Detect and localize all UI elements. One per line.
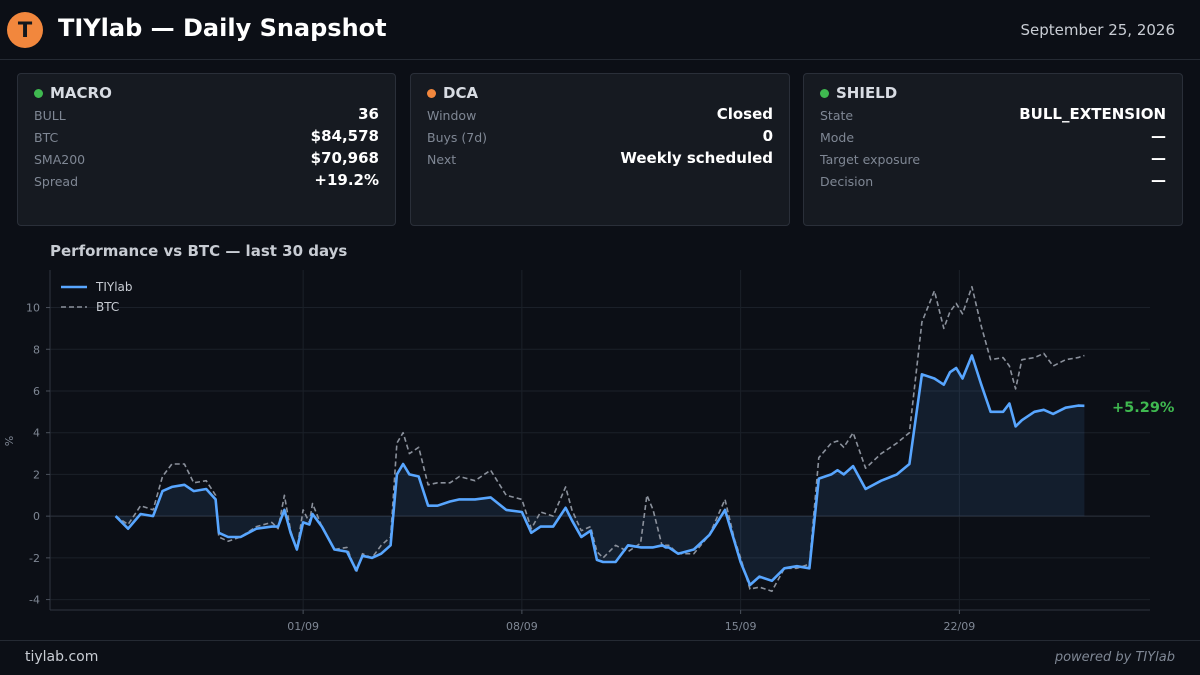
row-value: Weekly scheduled [620,149,773,167]
y-tick-label: 2 [33,468,40,481]
fill-area [115,355,1085,585]
legend-label: BTC [96,300,119,314]
axes: -4 -2 0 2 4 6 8 10 01/09 08/09 15/09 22/09% [3,270,1150,633]
row-value: — [1151,149,1166,167]
y-tick-label: 6 [33,385,40,398]
dca-row-window: Window Closed [427,105,773,125]
row-label: Decision [820,174,874,189]
dca-row-next: Next Weekly scheduled [427,149,773,169]
series-line-tiylab [114,354,1085,587]
shield-row-mode: Mode — [820,127,1166,147]
end-label-group: +5.29% [1112,400,1175,416]
shield-card: SHIELD State BULL_EXTENSION Mode — Targe… [803,73,1183,226]
y-tick-label: -2 [29,552,40,565]
performance-chart: -4 -2 0 2 4 6 8 10 01/09 08/09 15/09 22/09% TIYlab B… [3,270,1175,633]
series-fill-tiylab [115,355,1085,585]
card-title: SHIELD [836,84,898,102]
macro-row-btc: BTC $84,578 [34,127,379,147]
row-label: BTC [34,130,59,145]
row-value: — [1151,127,1166,145]
series-lines [114,285,1085,593]
row-label: Target exposure [820,152,921,167]
legend-label: TIYlab [95,280,133,294]
status-dot [34,89,43,98]
macro-row-sma200: SMA200 $70,968 [34,149,379,169]
macro-row-bull: BULL 36 [34,105,379,125]
grid [50,270,1150,610]
shield-row-decision: Decision — [820,171,1166,191]
end-value-label: +5.29% [1112,400,1175,416]
report-date: September 25, 2026 [1020,21,1175,39]
shield-row-state: State BULL_EXTENSION [820,105,1166,125]
powered-by: powered by TIYlab [1054,650,1175,665]
macro-card: MACRO BULL 36 BTC $84,578 SMA200 $70,968… [17,73,396,226]
row-label: Spread [34,174,79,189]
dca-card: DCA Window Closed Buys (7d) 0 Next Weekl… [410,73,790,226]
row-label: Next [427,152,457,167]
row-value: — [1151,171,1166,189]
row-value: $70,968 [310,149,379,167]
card-title: MACRO [50,84,112,102]
row-label: SMA200 [34,152,86,167]
page-title: TIYlab — Daily Snapshot [58,14,387,42]
shield-row-target-exposure: Target exposure — [820,149,1166,169]
row-label: Mode [820,130,855,145]
logo: T [7,12,43,48]
status-dot [820,89,829,98]
header: T TIYlab — Daily Snapshot September 25, … [0,0,1200,60]
y-axis-label: % [3,436,16,446]
dca-row-buys: Buys (7d) 0 [427,127,773,147]
row-value: $84,578 [310,127,379,145]
row-value: 36 [358,105,379,123]
footer: tiylab.com powered by TIYlab [0,640,1200,675]
chart-title: Performance vs BTC — last 30 days [50,242,348,260]
y-tick-label: -4 [29,594,40,607]
x-tick-label: 08/09 [506,620,538,633]
macro-row-spread: Spread +19.2% [34,171,379,191]
row-label: Buys (7d) [427,130,488,145]
row-value: BULL_EXTENSION [1019,105,1166,123]
row-value: +19.2% [314,171,379,189]
x-tick-label: 22/09 [944,620,976,633]
card-title: DCA [443,84,479,102]
row-label: BULL [34,108,66,123]
y-tick-label: 4 [33,427,40,440]
row-label: Window [427,108,477,123]
x-tick-label: 15/09 [725,620,757,633]
legend: TIYlab BTC [61,280,133,314]
site-link[interactable]: tiylab.com [25,649,99,665]
y-tick-label: 0 [33,510,40,523]
row-value: 0 [762,127,773,145]
row-value: Closed [716,105,773,123]
x-tick-label: 01/09 [287,620,319,633]
status-dot [427,89,436,98]
y-tick-label: 8 [33,343,40,356]
y-tick-label: 10 [26,302,40,315]
row-label: State [820,108,854,123]
